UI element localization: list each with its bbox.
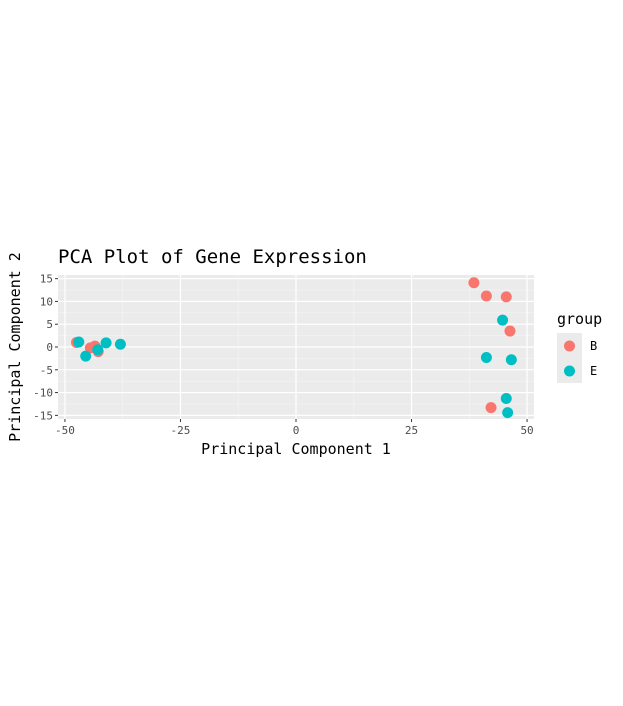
y-tick-label: -15 — [33, 409, 53, 422]
legend-key-e — [564, 365, 575, 377]
point-e — [502, 407, 514, 419]
chart-title: PCA Plot of Gene Expression — [58, 246, 367, 268]
point-e — [497, 314, 509, 326]
x-tick-label: -50 — [55, 424, 75, 437]
y-tick-label: 10 — [40, 295, 53, 308]
y-tick-label: 15 — [40, 273, 53, 286]
y-axis-ticks: -15 -10 -5 0 5 10 15 — [33, 273, 58, 422]
legend-title: group — [557, 310, 602, 328]
point-e — [92, 344, 104, 356]
point-b — [468, 277, 480, 289]
x-axis-ticks: -50 -25 0 25 50 — [55, 419, 534, 437]
grid-major — [58, 275, 534, 419]
point-b — [480, 290, 492, 302]
data-points — [70, 277, 517, 419]
y-tick-label: 5 — [46, 318, 53, 331]
point-e — [73, 336, 85, 348]
y-tick-label: 0 — [46, 341, 53, 354]
legend-label-e: E — [590, 364, 597, 378]
x-tick-label: 25 — [405, 424, 418, 437]
legend-key-b — [564, 340, 575, 352]
point-b — [485, 402, 497, 414]
point-e — [500, 392, 512, 404]
point-e — [480, 351, 492, 363]
x-tick-label: 50 — [520, 424, 533, 437]
legend: group BE — [557, 310, 602, 383]
point-e — [80, 350, 92, 362]
point-e — [505, 354, 517, 366]
y-tick-label: -10 — [33, 387, 53, 400]
x-tick-label: -25 — [171, 424, 191, 437]
point-e — [114, 338, 126, 350]
y-axis-title: Principal Component 2 — [6, 252, 24, 442]
y-tick-label: -5 — [40, 364, 53, 377]
legend-label-b: B — [590, 339, 597, 353]
x-tick-label: 0 — [293, 424, 300, 437]
point-e — [100, 337, 112, 349]
point-b — [504, 325, 516, 337]
point-b — [500, 291, 512, 303]
x-axis-title: Principal Component 1 — [201, 440, 391, 458]
